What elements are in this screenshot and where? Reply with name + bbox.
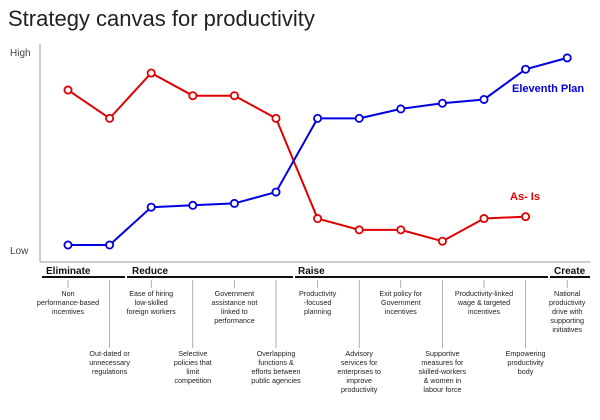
- phase-label: Reduce: [132, 266, 169, 277]
- series-point: [188, 91, 198, 101]
- series-point: [146, 202, 156, 212]
- action-label: Government assistance not linked to perform…: [211, 289, 257, 325]
- action-label: Out-dated or unnecessary regulations: [89, 349, 130, 376]
- series-point: [396, 104, 406, 114]
- phase-label: Eliminate: [46, 266, 91, 277]
- phase-label: Create: [554, 266, 586, 277]
- series-point: [354, 225, 364, 235]
- action-label: Exit policy for Government incentives: [379, 289, 422, 316]
- series-point: [479, 214, 489, 224]
- action-label: Productivity-linked wage & targeted incent…: [455, 289, 513, 316]
- series-point: [354, 113, 364, 123]
- action-label: Non performance-based incentives: [37, 289, 99, 316]
- series-point: [229, 198, 239, 208]
- action-label: Advisory services for enterprises to improv…: [337, 349, 381, 394]
- action-label: Empowering productivity body: [506, 349, 546, 376]
- series-point: [562, 53, 572, 63]
- action-label: Selective policies that limit competition: [174, 349, 212, 385]
- series-point: [229, 91, 239, 101]
- series-point: [479, 94, 489, 104]
- series-point: [105, 240, 115, 250]
- series-point: [521, 64, 531, 74]
- series-point: [437, 236, 447, 246]
- y-tick-label-high: High: [10, 48, 31, 59]
- action-label: Supportive measures for skilled-workers & w…: [419, 349, 467, 394]
- action-label: Ease of hiring low-skilled foreign workers: [127, 289, 177, 316]
- series-point: [396, 225, 406, 235]
- phase-label: Raise: [298, 266, 325, 277]
- series-point: [63, 240, 73, 250]
- series-label: As- Is: [510, 191, 540, 203]
- series-point: [521, 212, 531, 222]
- action-label: National productivity drive with supporting…: [549, 289, 586, 334]
- action-label: Overlapping functions & efforts between pub…: [251, 349, 301, 385]
- series-line-as-is: [67, 71, 526, 243]
- action-label: Productivity -focused planning: [299, 289, 337, 316]
- series-point: [437, 98, 447, 108]
- y-tick-label-low: Low: [10, 246, 29, 257]
- series-point: [313, 214, 323, 224]
- series-point: [271, 187, 281, 197]
- series-point: [313, 113, 323, 123]
- series-point: [271, 113, 281, 123]
- chart-title: Strategy canvas for productivity: [8, 6, 315, 31]
- series-label: Eleventh Plan: [512, 83, 584, 95]
- series-point: [146, 68, 156, 78]
- series-point: [105, 113, 115, 123]
- series-point: [63, 85, 73, 95]
- series-point: [188, 200, 198, 210]
